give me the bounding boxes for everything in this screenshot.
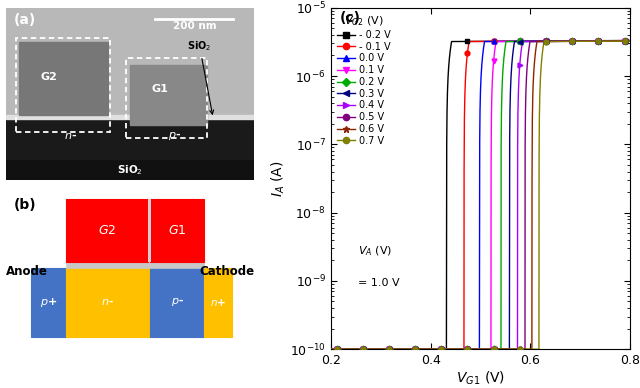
Bar <box>150 268 205 337</box>
Bar <box>127 58 207 138</box>
Bar <box>6 159 254 180</box>
Bar <box>150 199 205 262</box>
X-axis label: $V_{G1}$ (V): $V_{G1}$ (V) <box>456 370 505 387</box>
Text: $G2$: $G2$ <box>97 224 116 237</box>
Bar <box>205 268 232 337</box>
Text: SiO$_2$: SiO$_2$ <box>117 163 143 177</box>
Text: (c): (c) <box>340 11 361 25</box>
Bar <box>6 118 254 159</box>
Bar <box>130 65 207 125</box>
Text: 200 nm: 200 nm <box>173 21 216 31</box>
Bar <box>16 38 111 132</box>
Text: $G1$: $G1$ <box>168 224 186 237</box>
Legend: - 0.2 V, - 0.1 V, 0.0 V, 0.1 V, 0.2 V, 0.3 V, 0.4 V, 0.5 V, 0.6 V, 0.7 V: - 0.2 V, - 0.1 V, 0.0 V, 0.1 V, 0.2 V, 0… <box>335 13 392 147</box>
Text: SiO$_2$: SiO$_2$ <box>188 39 214 114</box>
Text: $n$+: $n$+ <box>210 297 226 308</box>
Text: (b): (b) <box>14 198 36 212</box>
Text: = 1.0 V: = 1.0 V <box>358 278 400 288</box>
Text: $p$-: $p$- <box>171 296 184 308</box>
Text: (a): (a) <box>14 13 36 27</box>
Bar <box>31 268 66 337</box>
Text: $n$-: $n$- <box>101 298 115 307</box>
Text: Anode: Anode <box>6 265 48 278</box>
Bar <box>6 114 254 119</box>
Text: G1: G1 <box>152 84 168 94</box>
Bar <box>66 262 150 268</box>
Bar <box>19 42 108 114</box>
Text: $n$-: $n$- <box>64 131 77 141</box>
Y-axis label: $I_A$ (A): $I_A$ (A) <box>269 160 287 197</box>
Text: G2: G2 <box>40 72 57 82</box>
Bar <box>66 199 148 262</box>
Text: Cathode: Cathode <box>199 265 254 278</box>
Text: $p$+: $p$+ <box>40 296 57 309</box>
Text: $p$-: $p$- <box>168 130 181 142</box>
Bar <box>66 268 150 337</box>
Bar <box>148 199 150 262</box>
Text: $V_A$ (V): $V_A$ (V) <box>358 244 392 258</box>
Bar <box>150 262 205 268</box>
